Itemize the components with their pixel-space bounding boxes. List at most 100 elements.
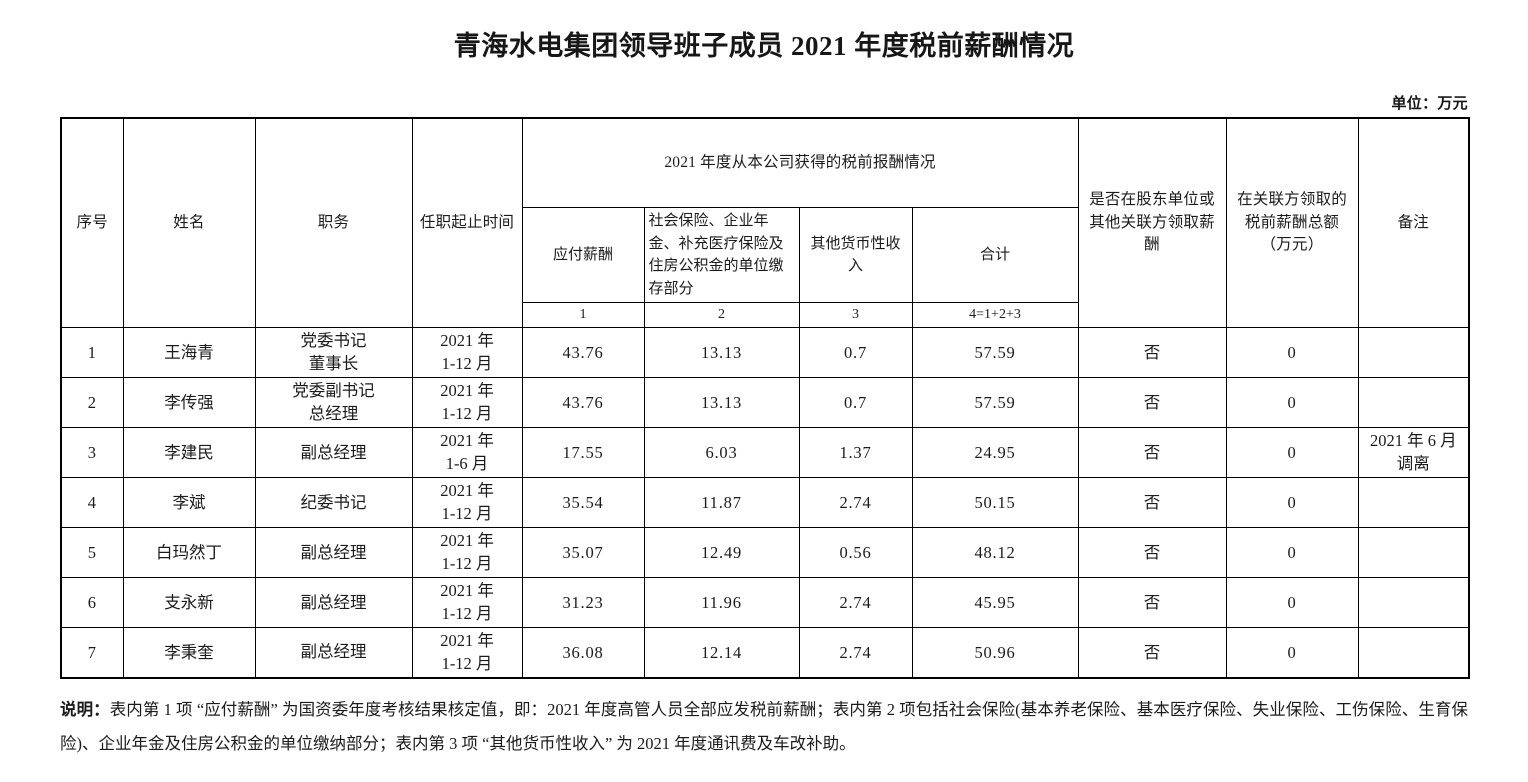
cell-other-monetary: 0.7	[798, 327, 913, 379]
header-other-monetary: 其他货币性收入	[798, 207, 913, 304]
cell-name: 李斌	[122, 477, 256, 529]
cell-insurance-fund: 12.14	[643, 627, 800, 679]
header-number-2: 2	[643, 302, 800, 329]
cell-other-monetary: 2.74	[798, 627, 913, 679]
cell-payable-salary: 31.23	[521, 577, 645, 629]
cell-position: 党委书记 董事长	[254, 327, 413, 379]
table-row: 6 支永新 副总经理 2021 年 1-12 月 31.23 11.96 2.74 45.95 否…	[60, 577, 1470, 629]
cell-name: 李建民	[122, 427, 256, 479]
page-title: 青海水电集团领导班子成员 2021 年度税前薪酬情况	[453, 31, 1075, 61]
header-row-sub: 应付薪酬 社会保险、企业年金、补充医疗保险及住房公积金的单位缴存部分 其他货币性…	[61, 207, 1469, 304]
header-group-compensation: 2021 年度从本公司获得的税前报酬情况	[521, 117, 1079, 209]
cell-total: 45.95	[911, 577, 1079, 629]
cell-other-monetary: 2.74	[798, 577, 913, 629]
cell-total: 48.12	[911, 527, 1079, 579]
table-row: 7 李秉奎 副总经理 2021 年 1-12 月 36.08 12.14 2.74 50.96 否…	[60, 627, 1470, 679]
cell-seq: 5	[60, 527, 124, 579]
cell-total: 50.96	[911, 627, 1079, 679]
footnote-text: 表内第 1 项 “应付薪酬” 为国资委年度考核结果核定值，即：2021 年度高管…	[60, 699, 1468, 753]
cell-other-monetary: 1.37	[798, 427, 913, 479]
cell-position: 副总经理	[254, 527, 413, 579]
cell-total: 24.95	[911, 427, 1079, 479]
header-seq: 序号	[60, 117, 124, 329]
cell-name: 李秉奎	[122, 627, 256, 679]
cell-insurance-fund: 11.87	[643, 477, 800, 529]
cell-related-party-amount: 0	[1225, 327, 1359, 379]
cell-name: 李传强	[122, 377, 256, 429]
cell-payable-salary: 35.54	[521, 477, 645, 529]
cell-name: 白玛然丁	[122, 527, 256, 579]
table-row: 2 李传强 党委副书记 总经理 2021 年 1-12 月 43.76 13.13 0.7 57.…	[60, 377, 1470, 429]
cell-remarks: 2021 年 6 月调离	[1357, 427, 1470, 479]
cell-position: 纪委书记	[254, 477, 413, 529]
cell-payable-salary: 43.76	[521, 327, 645, 379]
cell-other-monetary: 0.7	[798, 377, 913, 429]
header-number-3: 3	[798, 302, 913, 329]
cell-other-monetary: 0.56	[798, 527, 913, 579]
table-row: 1 王海青 党委书记 董事长 2021 年 1-12 月 43.76 13.13 0.7 57.5…	[60, 327, 1470, 379]
cell-insurance-fund: 13.13	[643, 327, 800, 379]
cell-related-party-flag: 否	[1077, 327, 1227, 379]
cell-insurance-fund: 12.49	[643, 527, 800, 579]
cell-insurance-fund: 11.96	[643, 577, 800, 629]
cell-payable-salary: 36.08	[521, 627, 645, 679]
cell-tenure: 2021 年 1-12 月	[411, 327, 523, 379]
header-total: 合计	[911, 207, 1079, 304]
cell-tenure: 2021 年 1-12 月	[411, 477, 523, 529]
table-head: 序号 姓名 职务 任职起止时间 2021 年度从本公司获得的税前报酬情况 是否在…	[60, 117, 1470, 329]
header-related-party-flag: 是否在股东单位或其他关联方领取薪酬	[1077, 117, 1227, 329]
header-number-4: 4=1+2+3	[911, 302, 1079, 329]
header-related-party-amount: 在关联方领取的税前薪酬总额（万元）	[1225, 117, 1359, 329]
footnote-label: 说明：	[60, 699, 110, 719]
cell-related-party-flag: 否	[1077, 577, 1227, 629]
header-position: 职务	[254, 117, 413, 329]
cell-related-party-amount: 0	[1225, 427, 1359, 479]
cell-position: 党委副书记 总经理	[254, 377, 413, 429]
table-body: 1 王海青 党委书记 董事长 2021 年 1-12 月 43.76 13.13 0.7 57.5…	[60, 327, 1470, 679]
cell-remarks	[1357, 577, 1470, 629]
cell-related-party-amount: 0	[1225, 627, 1359, 679]
cell-tenure: 2021 年 1-12 月	[411, 527, 523, 579]
cell-related-party-amount: 0	[1225, 527, 1359, 579]
cell-remarks	[1357, 327, 1470, 379]
cell-related-party-flag: 否	[1077, 527, 1227, 579]
cell-tenure: 2021 年 1-12 月	[411, 377, 523, 429]
cell-seq: 3	[60, 427, 124, 479]
cell-payable-salary: 43.76	[521, 377, 645, 429]
footnote: 说明：表内第 1 项 “应付薪酬” 为国资委年度考核结果核定值，即：2021 年…	[60, 679, 1468, 761]
cell-seq: 2	[60, 377, 124, 429]
header-name: 姓名	[122, 117, 256, 329]
cell-related-party-flag: 否	[1077, 627, 1227, 679]
cell-total: 50.15	[911, 477, 1079, 529]
cell-remarks	[1357, 377, 1470, 429]
cell-related-party-flag: 否	[1077, 377, 1227, 429]
cell-remarks	[1357, 477, 1470, 529]
cell-related-party-amount: 0	[1225, 377, 1359, 429]
header-number-1: 1	[521, 302, 645, 329]
cell-total: 57.59	[911, 377, 1079, 429]
cell-name: 王海青	[122, 327, 256, 379]
salary-table: 序号 姓名 职务 任职起止时间 2021 年度从本公司获得的税前报酬情况 是否在…	[60, 116, 1471, 679]
cell-total: 57.59	[911, 327, 1079, 379]
cell-related-party-amount: 0	[1225, 577, 1359, 629]
cell-related-party-flag: 否	[1077, 477, 1227, 529]
cell-insurance-fund: 6.03	[643, 427, 800, 479]
cell-related-party-flag: 否	[1077, 427, 1227, 479]
cell-remarks	[1357, 627, 1470, 679]
header-payable-salary: 应付薪酬	[521, 207, 645, 304]
cell-tenure: 2021 年 1-12 月	[411, 577, 523, 629]
cell-tenure: 2021 年 1-12 月	[411, 627, 523, 679]
table-row: 5 白玛然丁 副总经理 2021 年 1-12 月 35.07 12.49 0.56 48.12…	[60, 527, 1470, 579]
cell-tenure: 2021 年 1-6 月	[411, 427, 523, 479]
table-row: 3 李建民 副总经理 2021 年 1-6 月 17.55 6.03 1.37 24.95 否 0 2…	[60, 427, 1470, 479]
cell-payable-salary: 35.07	[521, 527, 645, 579]
cell-name: 支永新	[122, 577, 256, 629]
cell-seq: 1	[60, 327, 124, 379]
header-tenure: 任职起止时间	[411, 117, 523, 329]
cell-remarks	[1357, 527, 1470, 579]
header-insurance-fund: 社会保险、企业年金、补充医疗保险及住房公积金的单位缴存部分	[643, 207, 800, 304]
table-row: 4 李斌 纪委书记 2021 年 1-12 月 35.54 11.87 2.74 50.15 否 0	[60, 477, 1470, 529]
cell-seq: 7	[60, 627, 124, 679]
cell-insurance-fund: 13.13	[643, 377, 800, 429]
